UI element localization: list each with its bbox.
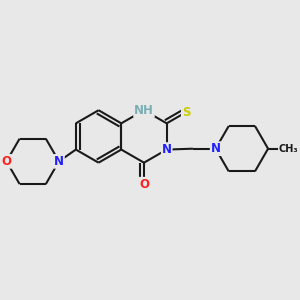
Text: N: N (54, 155, 64, 168)
Text: N: N (211, 142, 220, 155)
Text: O: O (2, 155, 11, 168)
Text: NH: NH (134, 104, 154, 117)
Text: O: O (139, 178, 149, 191)
Text: S: S (182, 106, 190, 119)
Text: CH₃: CH₃ (279, 144, 298, 154)
Text: N: N (162, 143, 172, 156)
